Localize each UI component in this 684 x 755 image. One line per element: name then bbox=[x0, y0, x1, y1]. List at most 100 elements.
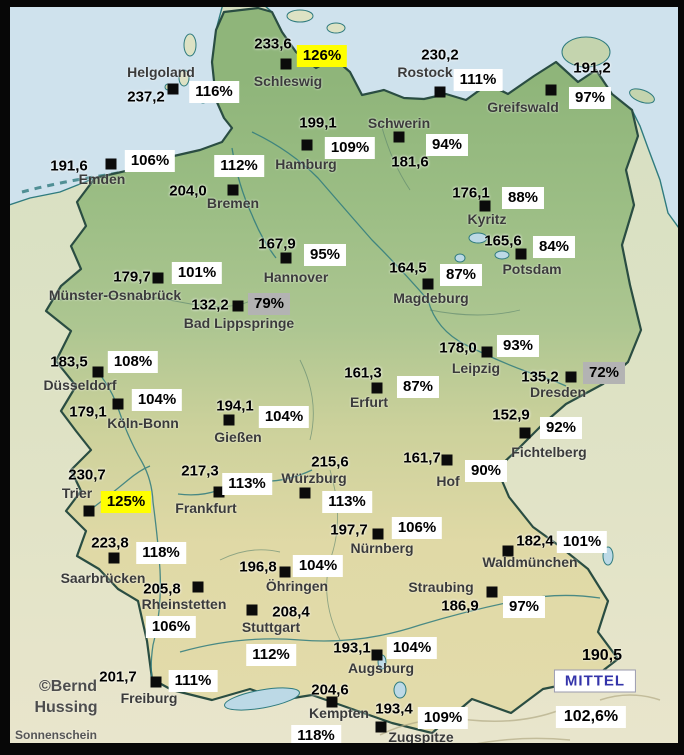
station-name: Augsburg bbox=[347, 660, 415, 676]
station-value: 205,8 bbox=[143, 580, 181, 598]
station-value: 197,7 bbox=[330, 521, 368, 539]
station-value: 182,4 bbox=[516, 532, 554, 550]
station-value: 217,3 bbox=[181, 462, 219, 480]
station-marker-icon bbox=[280, 58, 292, 70]
station-value: 204,0 bbox=[169, 182, 207, 200]
station-marker-icon bbox=[481, 346, 493, 358]
station-name: Greifswald bbox=[487, 99, 559, 115]
station-pct: 95% bbox=[303, 244, 347, 266]
station-value: 201,7 bbox=[99, 668, 137, 686]
station-pct: 106% bbox=[391, 517, 443, 539]
station-marker-icon bbox=[434, 86, 446, 98]
station-pct: 106% bbox=[145, 616, 197, 638]
station-pct: 112% bbox=[246, 644, 296, 666]
station-value: 132,2 bbox=[191, 296, 229, 314]
station-name: Fichtelberg bbox=[511, 444, 587, 460]
mittel-percent: 102,6% bbox=[555, 706, 627, 728]
station-marker-icon bbox=[152, 272, 164, 284]
station-pct: 101% bbox=[556, 531, 608, 553]
station-marker-icon bbox=[326, 696, 338, 708]
station-pct: 90% bbox=[464, 460, 508, 482]
station-pct: 79% bbox=[247, 293, 291, 315]
station-pct: 104% bbox=[131, 389, 183, 411]
station-name: Stuttgart bbox=[241, 619, 301, 635]
station-value: 223,8 bbox=[91, 534, 129, 552]
station-value: 191,6 bbox=[50, 157, 88, 175]
station-name: Schleswig bbox=[253, 73, 323, 89]
station-name: Gießen bbox=[214, 429, 262, 445]
station-marker-icon bbox=[515, 248, 527, 260]
station-value: 194,1 bbox=[216, 397, 254, 415]
station-value: 199,1 bbox=[299, 114, 337, 132]
station-name: Magdeburg bbox=[393, 290, 469, 306]
station-value: 135,2 bbox=[521, 368, 559, 386]
station-marker-icon bbox=[479, 200, 491, 212]
station-name: Kyritz bbox=[467, 211, 507, 227]
station-name: Straubing bbox=[408, 579, 474, 595]
station-value: 193,1 bbox=[333, 639, 371, 657]
station-name: Öhringen bbox=[265, 578, 329, 594]
station-marker-icon bbox=[371, 649, 383, 661]
station-pct: 93% bbox=[496, 335, 540, 357]
station-marker-icon bbox=[105, 158, 117, 170]
station-name: Schwerin bbox=[367, 115, 431, 131]
station-marker-icon bbox=[192, 581, 204, 593]
station-value: 233,6 bbox=[254, 35, 292, 53]
station-marker-icon bbox=[502, 545, 514, 557]
station-pct: 118% bbox=[291, 725, 341, 747]
station-pct: 84% bbox=[532, 236, 576, 258]
station-pct: 113% bbox=[322, 491, 372, 513]
station-pct: 97% bbox=[568, 87, 612, 109]
station-marker-icon bbox=[223, 414, 235, 426]
station-value: 196,8 bbox=[239, 558, 277, 576]
station-name: Potsdam bbox=[502, 261, 562, 277]
station-value: 230,7 bbox=[68, 466, 106, 484]
station-value: 237,2 bbox=[127, 88, 165, 106]
station-value: 161,7 bbox=[403, 449, 441, 467]
station-name: Würzburg bbox=[281, 470, 347, 486]
station-name: Erfurt bbox=[349, 394, 389, 410]
station-pct: 104% bbox=[386, 637, 438, 659]
station-marker-icon bbox=[83, 505, 95, 517]
mittel-value: 190,5 bbox=[581, 647, 623, 664]
station-marker-icon bbox=[108, 552, 120, 564]
station-pct: 94% bbox=[425, 134, 469, 156]
station-value: 152,9 bbox=[492, 406, 530, 424]
station-pct: 104% bbox=[292, 555, 344, 577]
station-name: Frankfurt bbox=[175, 500, 237, 516]
station-marker-icon bbox=[213, 486, 225, 498]
credit-line2: Hussing bbox=[34, 699, 98, 716]
station-marker-icon bbox=[279, 566, 291, 578]
station-marker-icon bbox=[150, 676, 162, 688]
station-marker-icon bbox=[299, 487, 311, 499]
station-name: Bremen bbox=[206, 195, 260, 211]
station-name: Nürnberg bbox=[350, 540, 414, 556]
station-name: Bad Lippspringe bbox=[183, 315, 295, 331]
station-name: Hof bbox=[436, 473, 460, 489]
station-pct: 118% bbox=[136, 542, 186, 564]
station-name: Köln-Bonn bbox=[107, 415, 179, 431]
station-name: Saarbrücken bbox=[60, 570, 146, 586]
station-value: 164,5 bbox=[389, 259, 427, 277]
station-pct: 88% bbox=[501, 187, 545, 209]
station-pct: 126% bbox=[296, 45, 348, 67]
station-value: 181,6 bbox=[391, 153, 429, 171]
station-pct: 109% bbox=[417, 707, 469, 729]
station-marker-icon bbox=[167, 83, 179, 95]
station-name: Emden bbox=[78, 171, 126, 187]
station-pct: 109% bbox=[324, 137, 376, 159]
station-pct: 87% bbox=[396, 376, 440, 398]
station-pct: 111% bbox=[168, 670, 218, 692]
station-marker-icon bbox=[519, 427, 531, 439]
station-name: Hamburg bbox=[275, 156, 337, 172]
station-name: Waldmünchen bbox=[482, 554, 578, 570]
station-pct: 101% bbox=[171, 262, 223, 284]
station-marker-icon bbox=[545, 84, 557, 96]
station-value: 179,1 bbox=[69, 403, 107, 421]
station-value: 215,6 bbox=[311, 453, 349, 471]
station-name: Leipzig bbox=[451, 360, 501, 376]
station-marker-icon bbox=[232, 300, 244, 312]
credit-line1: ©Bernd bbox=[38, 678, 98, 695]
station-marker-icon bbox=[280, 252, 292, 264]
station-pct: 108% bbox=[107, 351, 159, 373]
